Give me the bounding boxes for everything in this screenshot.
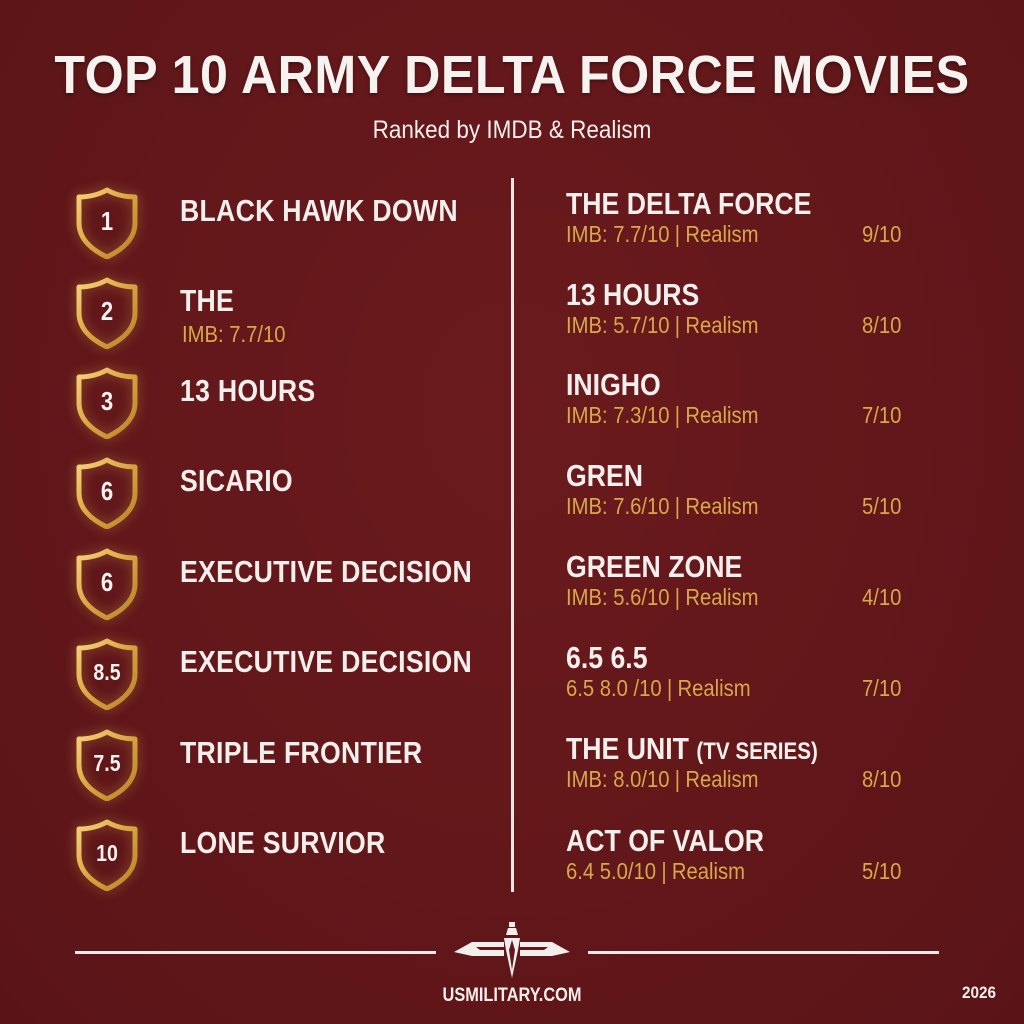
movie-rating-line: IMB: 5.6/10 | Realism <box>566 584 758 611</box>
imdb-rating: IMB: 5.6/10 <box>566 584 670 610</box>
movie-title: BLACK HAWK DOWN <box>180 193 458 228</box>
movie-rating-line: IMB: 7.3/10 | Realism <box>566 402 758 429</box>
rank-number: 10 <box>96 839 118 866</box>
movie-title: 13 HOURS <box>180 373 316 408</box>
shield-badge-icon: 10 <box>76 819 138 891</box>
movie-title: LONE SURVIOR <box>180 825 386 860</box>
shield-badge-icon: 1 <box>76 187 138 259</box>
footer-year: 2026 <box>962 983 997 1002</box>
movie-title-text: 13 HOURS <box>566 277 700 312</box>
imdb-rating: IMB: 7.6/10 <box>566 493 670 519</box>
imdb-rating: IMB: 5.7/10 <box>566 312 670 338</box>
footer-brand: USMILITARY.COM <box>442 985 582 1006</box>
list-item: THE UNIT (TV SERIES) IMB: 8.0/10 | Realism 8… <box>566 731 946 811</box>
imdb-rating: 6.4 5.0/10 <box>566 858 657 884</box>
realism-score: 8/10 <box>862 312 902 338</box>
realism-score: 8/10 <box>862 766 902 792</box>
rank-number: 6 <box>100 566 114 597</box>
list-item: 6.5 6.5 6.5 8.0 /10 | Realism 7/10 <box>566 640 946 720</box>
shield-badge-icon: 7.5 <box>76 729 138 801</box>
shield-badge-icon: 2 <box>76 277 138 349</box>
separator: | <box>666 675 673 701</box>
realism-label: Realism <box>685 402 759 428</box>
rank-number: 1 <box>100 205 114 236</box>
list-item: 13 HOURS IMB: 5.7/10 | Realism 8/10 <box>566 277 946 357</box>
imdb-rating: IMB: 7.7/10 <box>566 221 670 247</box>
rank-number: 6 <box>100 475 114 506</box>
list-item: GREN IMB: 7.6/10 | Realism 5/10 <box>566 458 946 538</box>
movie-title: 6.5 6.5 <box>566 640 648 676</box>
movie-title-text: THE DELTA FORCE <box>566 186 812 221</box>
movie-title-text: THE UNIT <box>566 731 689 766</box>
movie-title-text: ΙΝIGHO <box>566 367 661 402</box>
realism-label: Realism <box>677 675 751 701</box>
separator: | <box>661 858 667 884</box>
movie-rating-line: IMB: 8.0/10 | Realism <box>566 766 758 793</box>
imdb-rating: IMB: 7.3/10 <box>566 402 670 428</box>
movie-title: 13 HOURS <box>566 277 699 313</box>
realism-score: 7/10 <box>862 675 902 701</box>
shield-badge-icon: 6 <box>76 457 138 529</box>
separator: | <box>674 584 681 610</box>
movie-rating-line: 6.5 8.0 /10 | Realism <box>566 675 751 702</box>
realism-label: Realism <box>671 858 745 884</box>
realism-score: 5/10 <box>862 493 902 519</box>
separator: | <box>674 402 681 428</box>
list-item: THE DELTA FORCE IMB: 7.7/10 | Realism 9/10 <box>566 186 946 266</box>
footer-rule-right <box>588 951 939 954</box>
realism-label: Realism <box>685 493 759 519</box>
movie-title: GREN <box>566 458 643 494</box>
shield-badge-icon: 8.5 <box>76 638 138 710</box>
column-divider <box>511 178 514 892</box>
winged-dagger-icon <box>452 918 572 984</box>
movie-rating: IMB: 7.7/10 <box>182 321 286 347</box>
movie-rating-line: IMB: 5.7/10 | Realism <box>566 312 758 339</box>
page-subtitle: Ranked by IMDB & Realism <box>372 116 652 144</box>
separator: | <box>674 493 681 519</box>
footer-rule-left <box>75 951 436 954</box>
movie-title: EXECUTIVE DECISION <box>180 644 473 679</box>
list-item: GREEN ZONE IMB: 5.6/10 | Realism 4/10 <box>566 549 946 629</box>
realism-score: 7/10 <box>862 402 902 428</box>
movie-title: THE UNIT (TV SERIES) <box>566 731 818 767</box>
movie-title: SICARIO <box>180 463 293 498</box>
movie-title: TRIPLE FRONTIER <box>180 735 423 770</box>
movie-rating-line: IMB: 7.7/10 | Realism <box>566 221 758 248</box>
separator: | <box>674 312 681 338</box>
realism-score: 9/10 <box>862 221 902 247</box>
separator: | <box>674 766 681 792</box>
realism-label: Realism <box>685 584 759 610</box>
realism-label: Realism <box>685 312 759 338</box>
realism-score: 5/10 <box>862 858 902 884</box>
shield-badge-icon: 3 <box>76 367 138 439</box>
realism-label: Realism <box>685 766 759 792</box>
realism-label: Realism <box>685 221 759 247</box>
page-title: TOP 10 ARMY DELTA FORCE MOVIES <box>54 45 970 105</box>
movie-title-text: GREN <box>566 458 644 493</box>
movie-title: THE DELTA FORCE <box>566 186 811 222</box>
movie-title-text: ACT OF VALOR <box>566 823 764 858</box>
movie-title: GREEN ZONE <box>566 549 742 585</box>
list-item: ΙΝIGHO IMB: 7.3/10 | Realism 7/10 <box>566 367 946 447</box>
movie-title-text: GREEN ZONE <box>566 549 743 584</box>
movie-title: THE <box>180 283 235 318</box>
rank-number: 7.5 <box>93 749 121 776</box>
movie-title-suffix: (TV SERIES) <box>696 738 818 765</box>
realism-score: 4/10 <box>862 584 902 610</box>
movie-title: ACT OF VALOR <box>566 823 764 859</box>
imdb-rating: 6.5 8.0 /10 <box>566 675 662 701</box>
movie-rating-line: IMB: 7.6/10 | Realism <box>566 493 758 520</box>
movie-title: EXECUTIVE DECISION <box>180 554 473 589</box>
separator: | <box>674 221 681 247</box>
list-item: ACT OF VALOR 6.4 5.0/10 | Realism 5/10 <box>566 823 946 903</box>
rank-number: 2 <box>100 295 114 326</box>
rank-number: 8.5 <box>93 658 121 685</box>
shield-badge-icon: 6 <box>76 548 138 620</box>
imdb-rating: IMB: 8.0/10 <box>566 766 670 792</box>
movie-title-text: 6.5 6.5 <box>566 640 648 675</box>
rank-number: 3 <box>100 385 114 416</box>
movie-title: ΙΝIGHO <box>566 367 661 403</box>
movie-rating-line: 6.4 5.0/10 | Realism <box>566 858 745 885</box>
